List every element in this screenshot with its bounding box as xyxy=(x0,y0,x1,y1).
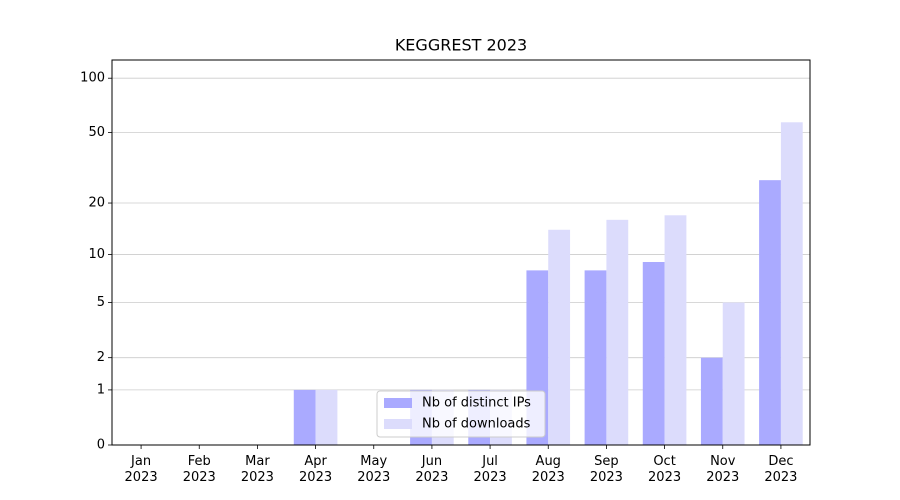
x-tick-label: Oct 2023 xyxy=(648,454,681,485)
bar xyxy=(664,215,687,445)
bar xyxy=(700,357,723,445)
y-tick-label: 0 xyxy=(97,438,105,453)
y-tick-label: 100 xyxy=(80,71,105,86)
x-tick-label: Jan 2023 xyxy=(125,454,158,485)
y-tick-label: 10 xyxy=(88,247,105,262)
legend-swatch xyxy=(384,419,412,429)
bar xyxy=(584,270,607,445)
legend-label: Nb of downloads xyxy=(422,417,531,432)
legend-label: Nb of distinct IPs xyxy=(422,396,531,411)
legend-swatch xyxy=(384,398,412,408)
plot-frame xyxy=(111,59,811,446)
x-tick-label: Mar 2023 xyxy=(241,454,274,485)
y-tick-label: 50 xyxy=(88,125,105,140)
legend-box xyxy=(376,390,546,438)
y-tick-label: 1 xyxy=(97,382,105,397)
y-tick-label: 20 xyxy=(88,196,105,211)
bar xyxy=(606,219,629,445)
legend: Nb of distinct IPs Nb of downloads xyxy=(376,390,546,438)
x-tick-label: Apr 2023 xyxy=(299,454,332,485)
bar xyxy=(548,229,571,445)
x-tick-label: Dec 2023 xyxy=(764,454,797,485)
chart-title: KEGGREST 2023 xyxy=(395,36,527,55)
x-tick-label: Feb 2023 xyxy=(183,454,216,485)
bar xyxy=(780,122,803,445)
x-tick-label: Jul 2023 xyxy=(474,454,507,485)
x-tick-label: May 2023 xyxy=(357,454,390,485)
bar xyxy=(722,302,745,445)
bar xyxy=(315,389,338,445)
bar xyxy=(642,261,665,445)
x-tick-label: Aug 2023 xyxy=(532,454,565,485)
bar xyxy=(759,180,781,445)
x-tick-label: Jun 2023 xyxy=(415,454,448,485)
x-tick-label: Sep 2023 xyxy=(590,454,623,485)
bar xyxy=(293,389,316,445)
y-tick-label: 5 xyxy=(97,295,105,310)
y-tick-label: 2 xyxy=(97,350,105,365)
x-tick-label: Nov 2023 xyxy=(706,454,739,485)
